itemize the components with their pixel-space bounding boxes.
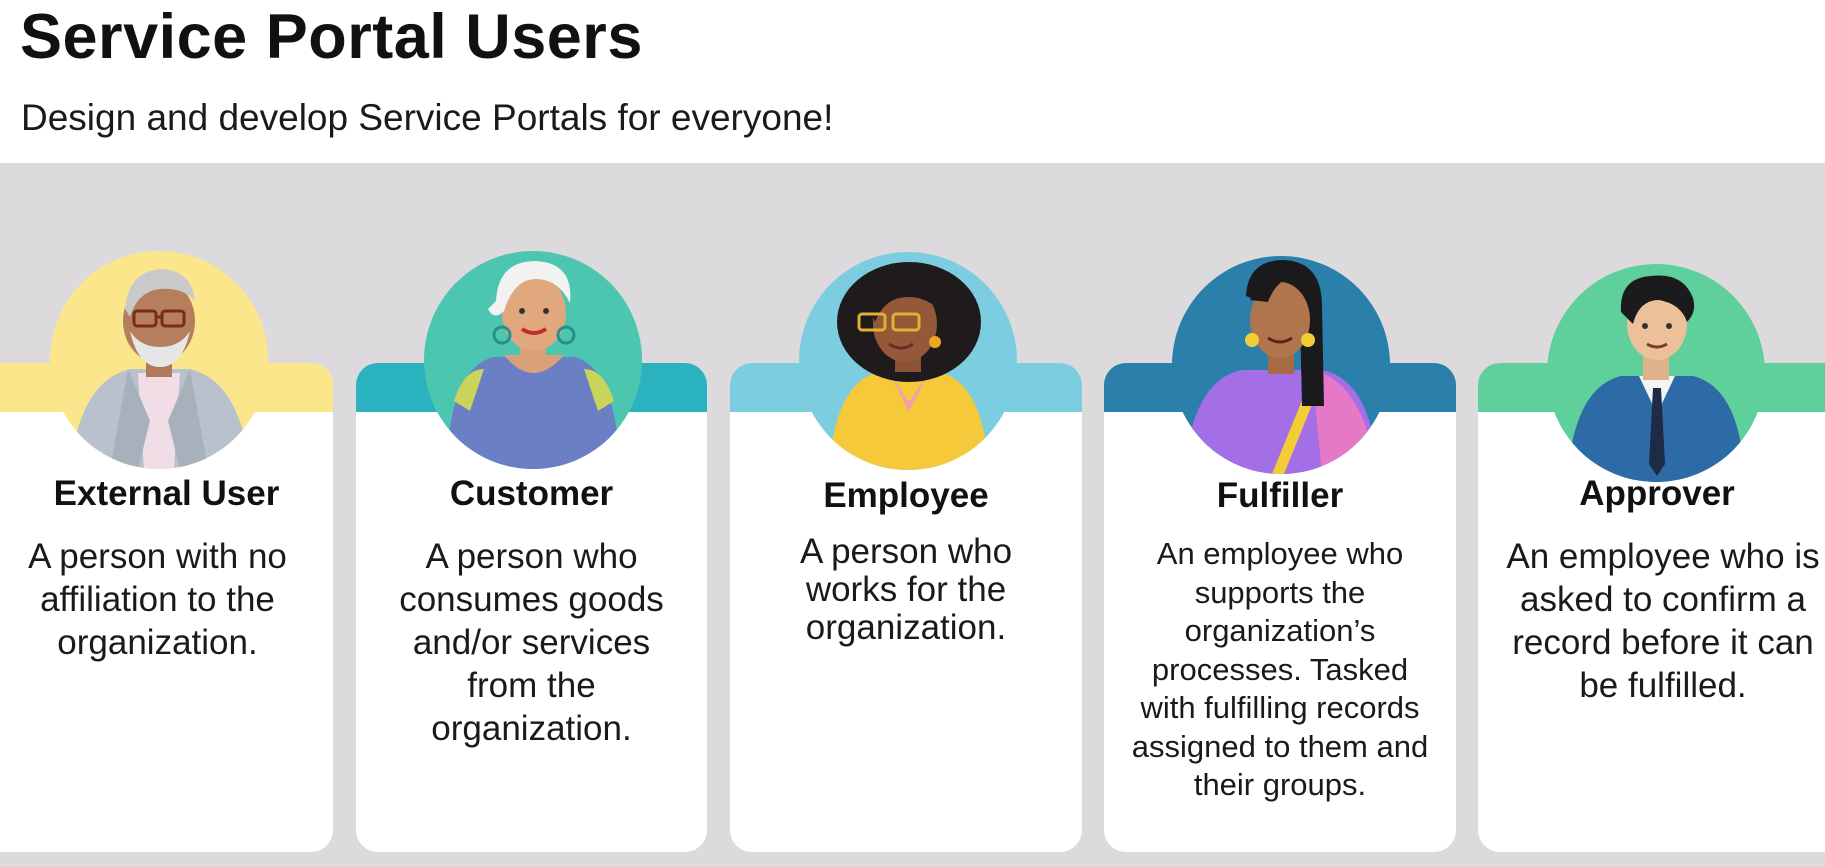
woman-with-white-hair-avatar xyxy=(424,251,642,469)
card-title-employee: Employee xyxy=(823,476,989,515)
card-description-customer: A person who consumes goods and/or servi… xyxy=(399,537,664,748)
card-description-approver: An employee who is asked to confirm a re… xyxy=(1506,537,1820,705)
card-description-fulfiller: An employee who supports the organizatio… xyxy=(1131,536,1429,802)
card-title-fulfiller: Fulfiller xyxy=(1216,476,1344,515)
man-in-suit-avatar xyxy=(1547,264,1765,482)
card-title-external-user: External User xyxy=(53,474,280,513)
card-title-customer: Customer xyxy=(449,474,614,513)
older-man-with-glasses-avatar xyxy=(50,251,268,469)
woman-with-curly-hair-avatar xyxy=(799,252,1017,470)
card-employee: Employee A person who works for the orga… xyxy=(730,363,1082,852)
page-title: Service Portal Users xyxy=(20,2,643,72)
card-customer: Customer A person who consumes goods and… xyxy=(356,363,707,852)
woman-with-long-hair-avatar xyxy=(1172,256,1390,474)
card-description-external-user: A person with no affiliation to the orga… xyxy=(28,537,287,662)
page-subtitle: Design and develop Service Portals for e… xyxy=(21,97,834,138)
card-description-employee: A person who works for the organization. xyxy=(799,532,1013,647)
